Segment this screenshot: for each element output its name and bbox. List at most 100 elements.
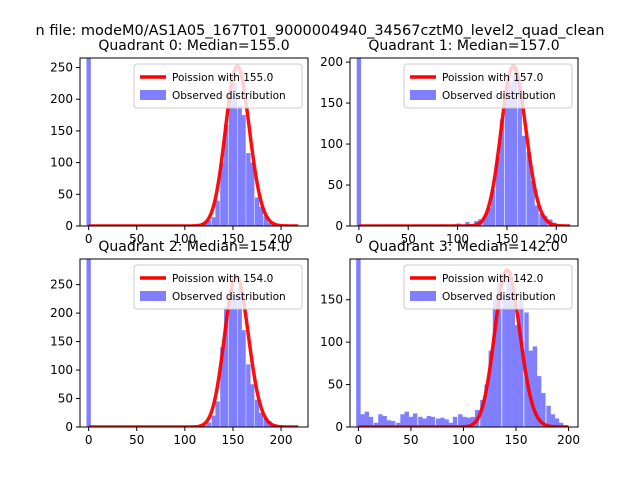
histogram-bar <box>237 287 242 427</box>
histogram-bar <box>510 287 516 427</box>
y-tick-label: 0 <box>65 420 73 434</box>
histogram-bar <box>412 413 418 427</box>
histogram-bar <box>241 330 246 427</box>
y-tick-label: 100 <box>50 363 73 377</box>
histogram-bar <box>382 415 387 427</box>
x-tick-label: 200 <box>545 232 568 246</box>
y-tick-label: 150 <box>50 124 73 138</box>
y-tick-label: 150 <box>50 335 73 349</box>
histogram-bar <box>378 414 383 427</box>
histogram-bar <box>220 347 225 427</box>
subplot-quadrant-1: Quadrant 1: Median=157.0 0 50 100 150 200 0 50 1… <box>320 38 579 246</box>
histogram-bar <box>499 119 505 226</box>
subplot-title: Quadrant 0: Median=155.0 <box>98 38 289 54</box>
histogram-bar <box>211 415 216 427</box>
histogram-bar <box>502 295 507 427</box>
histogram-bar <box>496 282 502 427</box>
histogram-bar <box>360 414 365 427</box>
histogram-bar <box>530 180 535 226</box>
histogram-bar <box>418 416 423 427</box>
legend-box <box>403 63 573 109</box>
legend-fit-label: Poission with 157.0 <box>442 72 543 84</box>
legend: Poission with 142.0 Observed distribution <box>403 264 573 310</box>
x-tick-label: 0 <box>355 433 363 447</box>
y-tick-label: 50 <box>328 378 343 392</box>
histogram-bar <box>232 83 238 226</box>
histogram-bar <box>228 290 234 427</box>
x-tick-label: 150 <box>495 232 518 246</box>
histogram-bar <box>224 307 229 427</box>
histogram-bar <box>400 414 405 427</box>
histogram-bar <box>504 86 510 226</box>
x-tick-label: 150 <box>222 433 245 447</box>
histogram-bar <box>258 412 264 427</box>
histogram-bar <box>495 156 501 226</box>
histogram-bar <box>258 206 264 226</box>
figure-suptitle: n file: modeM0/AS1A05_167T01_9000004940_… <box>36 23 605 39</box>
histogram-bar <box>512 74 518 226</box>
x-tick-label: 100 <box>452 433 475 447</box>
histogram-bar <box>404 411 409 427</box>
histogram-bar <box>440 417 445 427</box>
histogram-bar <box>228 96 234 226</box>
histogram-bar <box>436 418 441 427</box>
histogram-bar <box>519 299 524 427</box>
histogram-bar <box>374 422 379 427</box>
x-tick-label: 100 <box>173 433 196 447</box>
histogram-bar <box>237 105 242 226</box>
y-tick-label: 100 <box>320 335 343 349</box>
legend-hist-label: Observed distribution <box>172 90 286 102</box>
subplot-grid: Quadrant 0: Median=155.0 0 50 100 150 200 0 50 1… <box>50 38 580 447</box>
histogram-bar <box>206 422 212 427</box>
axes-frame <box>349 258 579 428</box>
histogram-bar <box>508 82 514 226</box>
legend: Poission with 155.0 Observed distribution <box>133 63 303 109</box>
histogram-bar <box>541 393 546 427</box>
x-tick-label: 100 <box>446 232 469 246</box>
legend: Poission with 157.0 Observed distribution <box>403 63 573 109</box>
x-tick-label: 0 <box>85 232 93 246</box>
x-tick-label: 0 <box>355 232 363 246</box>
legend-box <box>133 63 303 109</box>
y-tick-label: 0 <box>65 219 73 233</box>
histogram-bar <box>267 222 272 226</box>
histogram-bar <box>250 384 255 427</box>
histogram-bar <box>386 420 392 427</box>
histogram-bar <box>356 259 361 427</box>
histogram-bar <box>550 414 555 427</box>
histogram-bar <box>532 346 538 427</box>
axes-frame <box>349 57 579 227</box>
y-tick-label: 250 <box>50 278 73 292</box>
histogram-bar <box>458 414 463 427</box>
histogram-bar <box>517 86 522 226</box>
histogram-bar <box>506 278 511 427</box>
y-tick-label: 150 <box>320 293 343 307</box>
histogram-bar <box>215 401 220 427</box>
histogram-bar <box>534 205 539 226</box>
y-tick-label: 200 <box>50 92 73 106</box>
histogram-bar <box>206 220 212 226</box>
y-tick-label: 100 <box>320 137 343 151</box>
histogram-bar <box>356 58 362 226</box>
histogram-bar <box>430 416 436 427</box>
histogram-bar <box>364 411 370 427</box>
y-tick-label: 150 <box>320 96 343 110</box>
histogram-bar <box>558 422 564 427</box>
histogram-bar <box>526 152 531 226</box>
histogram-bar <box>465 221 470 226</box>
y-tick-label: 50 <box>58 187 73 201</box>
subplot-quadrant-0: Quadrant 0: Median=155.0 0 50 100 150 200 0 50 1… <box>50 38 309 246</box>
axes-frame <box>79 57 309 227</box>
y-tick-label: 200 <box>50 306 73 320</box>
histogram-bar <box>426 415 432 427</box>
x-tick-label: 50 <box>403 433 418 447</box>
histogram-bar <box>444 419 449 427</box>
histogram-bar <box>554 418 560 427</box>
y-tick-label: 100 <box>50 156 73 170</box>
histogram-bar <box>263 216 268 226</box>
subplot-title: Quadrant 1: Median=157.0 <box>368 38 559 54</box>
histogram-bar <box>480 399 485 427</box>
histogram-bar <box>215 200 220 226</box>
x-tick-label: 150 <box>222 232 245 246</box>
histogram-bar <box>254 197 260 226</box>
